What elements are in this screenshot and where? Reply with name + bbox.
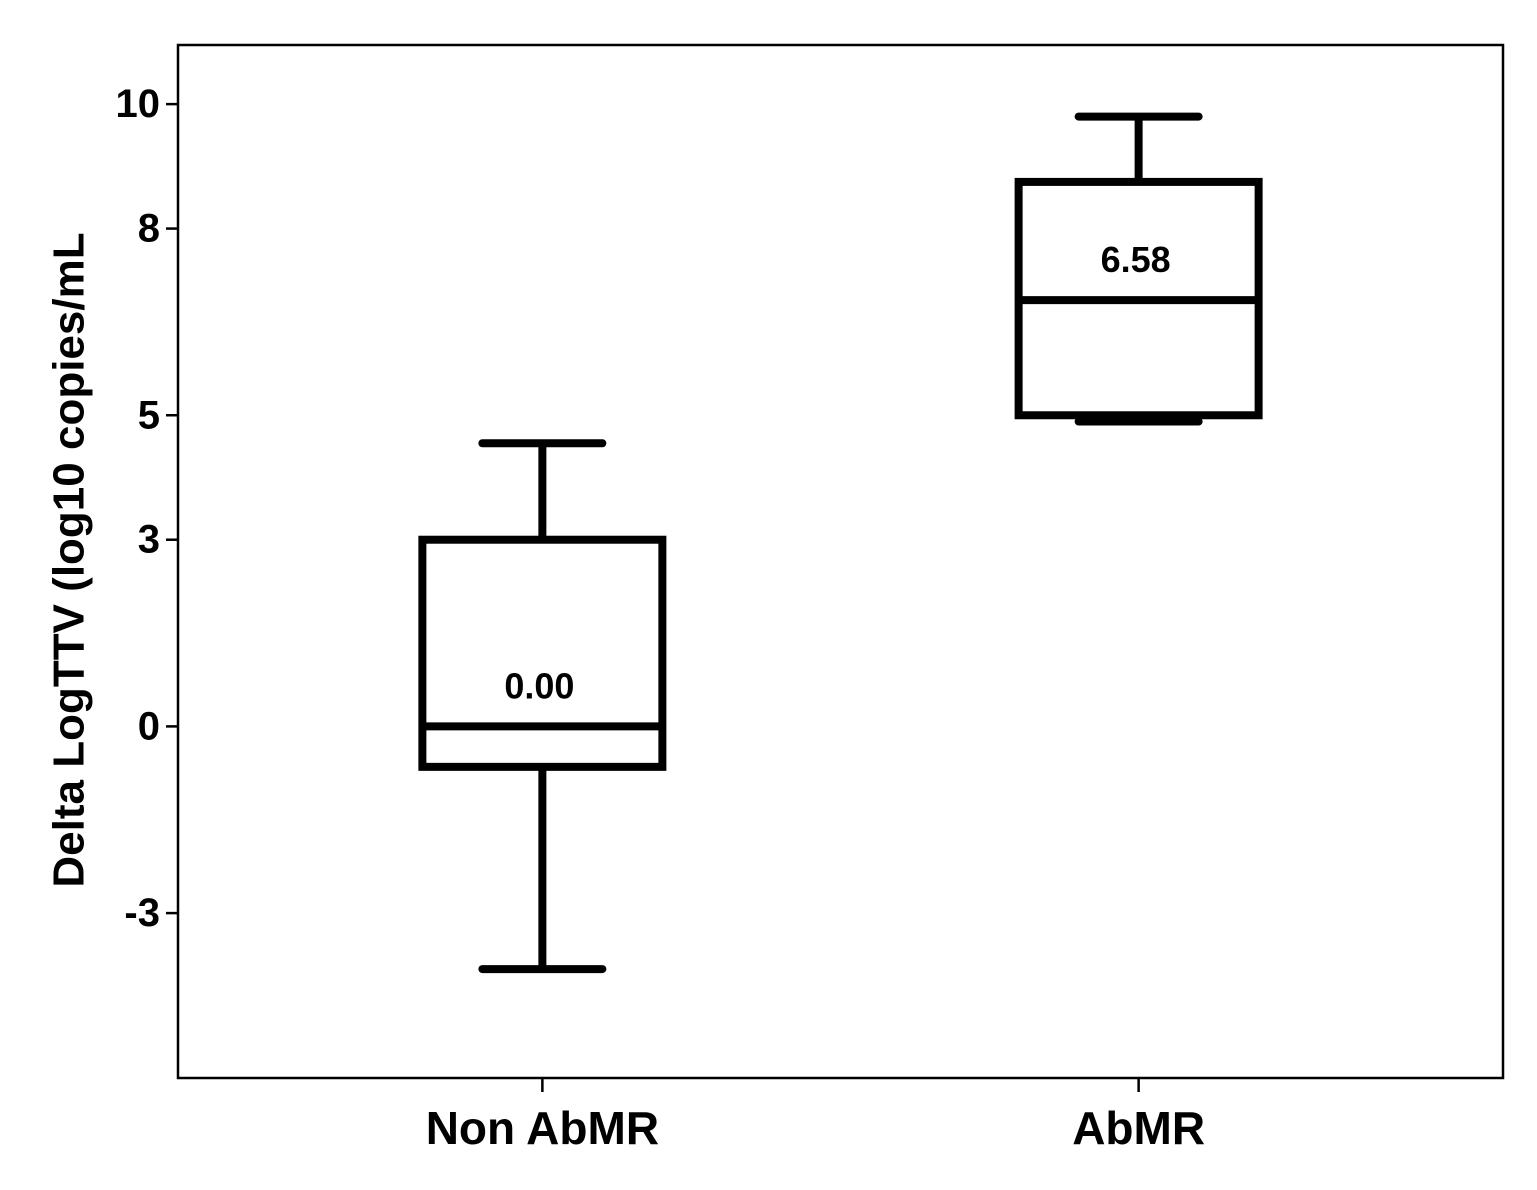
y-tick-label: 8 bbox=[138, 207, 160, 251]
median-label: 6.58 bbox=[1101, 239, 1171, 280]
interquartile-box bbox=[418, 535, 667, 771]
box-1: 0.00 bbox=[418, 439, 667, 974]
x-category-label: Non AbMR bbox=[426, 1102, 659, 1154]
box-2: 6.58 bbox=[1014, 112, 1263, 426]
median-label: 0.00 bbox=[504, 665, 574, 706]
plot-frame bbox=[176, 43, 1505, 1080]
x-axis: Non AbMR AbMR bbox=[426, 1078, 1205, 1154]
y-tick-label: 10 bbox=[116, 82, 161, 126]
y-tick-label: 3 bbox=[138, 518, 160, 562]
y-axis-label: Delta LogTTV (log10 copies/mL bbox=[45, 232, 94, 887]
x-category-label: AbMR bbox=[1072, 1102, 1205, 1154]
y-tick-label: 0 bbox=[138, 704, 160, 748]
boxes: 0.00 6.58 bbox=[418, 112, 1263, 974]
y-tick-label: 5 bbox=[138, 393, 160, 437]
y-axis: -3 0 3 5 8 10 bbox=[116, 82, 178, 935]
y-tick-label: -3 bbox=[124, 891, 160, 935]
